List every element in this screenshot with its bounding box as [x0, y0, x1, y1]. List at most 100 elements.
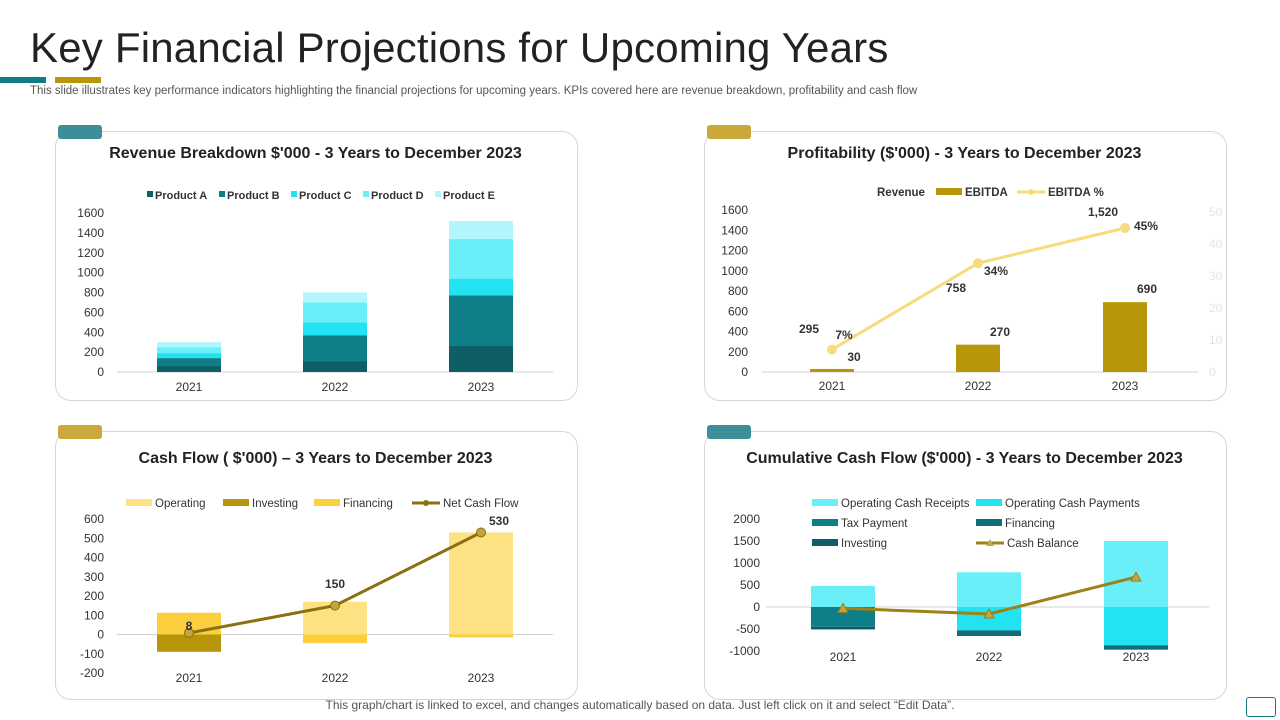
y-tick-label: 200 [728, 345, 748, 359]
line-marker [184, 627, 194, 638]
bar-segment-operating-cash-receipts [811, 585, 875, 607]
legend-label: EBITDA % [1048, 187, 1104, 199]
revenue-breakdown-chart: Revenue Breakdown $'000 - 3 Years to Dec… [77, 145, 553, 394]
page-title: Key Financial Projections for Upcoming Y… [30, 24, 889, 71]
legend-label: EBITDA [965, 187, 1008, 199]
x-tick-label: 2023 [1112, 379, 1139, 393]
y2-tick-label: 10 [1209, 333, 1223, 347]
x-tick-label: 2021 [176, 380, 203, 394]
bar-segment-product-e [157, 342, 221, 348]
legend-swatch [435, 191, 441, 197]
legend-label: Cash Balance [1007, 538, 1079, 550]
data-label-ebitda: 690 [1137, 282, 1157, 296]
data-label-ebitda: 270 [990, 325, 1010, 339]
y-tick-label: -1000 [729, 644, 760, 658]
y-tick-label: 400 [728, 325, 748, 339]
profitability-card-tab [707, 125, 751, 139]
page-subtitle: This slide illustrates key performance i… [30, 85, 918, 97]
cumulative-card-tab [707, 425, 751, 439]
y-tick-label: -100 [80, 647, 104, 661]
legend-label: Operating [155, 498, 206, 510]
x-tick-label: 2022 [322, 380, 349, 394]
legend-label: Revenue [877, 187, 925, 199]
y-tick-label: 1000 [721, 264, 748, 278]
y-tick-label: 1000 [733, 556, 760, 570]
legend-swatch [976, 499, 1002, 506]
line-marker [1130, 571, 1142, 582]
y-tick-label: 100 [84, 608, 104, 622]
y-tick-label: 800 [728, 284, 748, 298]
y-tick-label: 600 [728, 304, 748, 318]
x-tick-label: 2022 [322, 671, 349, 685]
bar-segment-product-e [449, 220, 513, 239]
legend-swatch [314, 499, 340, 506]
line-marker [330, 600, 340, 611]
legend-swatch [126, 499, 152, 506]
legend-label: Product B [227, 190, 280, 202]
legend-label: Operating Cash Payments [1005, 498, 1140, 510]
legend-label: Financing [343, 498, 393, 510]
legend-label: Product C [299, 190, 352, 202]
line-marker [827, 344, 837, 355]
legend-label: Product E [443, 190, 495, 202]
bar-segment-operating-cash-receipts [957, 572, 1021, 607]
data-label-net-cash-flow: 8 [186, 619, 193, 633]
title-accent-gold [55, 77, 101, 83]
y-tick-label: 0 [97, 628, 104, 642]
y2-tick-label: 50 [1209, 205, 1223, 219]
y-tick-label: 600 [84, 305, 104, 319]
chart-title: Profitability ($'000) - 3 Years to Decem… [788, 145, 1142, 162]
legend-label: Tax Payment [841, 518, 908, 530]
legend-label: Investing [252, 498, 298, 510]
bar-segment-product-a [449, 345, 513, 372]
y-tick-label: 200 [84, 345, 104, 359]
bar-segment-product-d [303, 302, 367, 323]
y-tick-label: 0 [97, 365, 104, 379]
y-tick-label: 1000 [77, 266, 104, 280]
bar-segment-ebitda [956, 344, 1000, 372]
legend-swatch [223, 499, 249, 506]
bar-segment-tax-payment [811, 607, 875, 627]
y-tick-label: 400 [84, 551, 104, 565]
bar-segment-product-e [303, 292, 367, 303]
chart-title: Cumulative Cash Flow ($'000) - 3 Years t… [746, 450, 1183, 467]
x-tick-label: 2023 [468, 380, 495, 394]
y-tick-label: -500 [736, 622, 760, 636]
x-tick-label: 2023 [468, 671, 495, 685]
x-tick-label: 2021 [819, 379, 846, 393]
data-label-revenue: 758 [946, 281, 966, 295]
corner-box [1246, 697, 1276, 717]
bar-segment-product-b [157, 358, 221, 367]
data-label-net-cash-flow: 150 [325, 577, 345, 591]
bar-segment-investing [157, 634, 221, 652]
y-tick-label: 1400 [721, 223, 748, 237]
legend-swatch [363, 191, 369, 197]
legend-swatch [976, 519, 1002, 526]
legend-label: Investing [841, 538, 887, 550]
bar-segment-ebitda [810, 368, 854, 372]
y-tick-label: 1600 [721, 203, 748, 217]
chart-title: Revenue Breakdown $'000 - 3 Years to Dec… [109, 145, 522, 162]
data-label-net-cash-flow: 530 [489, 514, 509, 528]
y-tick-label: 0 [753, 600, 760, 614]
cash-flow-chart: Cash Flow ( $'000) – 3 Years to December… [80, 450, 553, 685]
cumulative-cash-flow-chart: Cumulative Cash Flow ($'000) - 3 Years t… [729, 450, 1209, 664]
y2-tick-label: 20 [1209, 301, 1223, 315]
bar-segment-investing [811, 626, 875, 630]
line-marker [476, 527, 486, 538]
y-tick-label: 600 [84, 512, 104, 526]
y2-tick-label: 30 [1209, 269, 1223, 283]
legend-label: Product D [371, 190, 424, 202]
y-tick-label: 800 [84, 286, 104, 300]
bar-segment-product-b [449, 295, 513, 346]
bar-segment-financing [957, 630, 1021, 637]
bar-segment-product-a [303, 361, 367, 372]
bar-segment-operating [449, 532, 513, 635]
y2-tick-label: 0 [1209, 365, 1216, 379]
bar-segment-operating-cash-payments [1104, 607, 1168, 646]
y-tick-label: 400 [84, 325, 104, 339]
data-label-revenue: 1,520 [1088, 205, 1118, 219]
y-tick-label: 200 [84, 589, 104, 603]
data-label-ebitda-pct: 7% [835, 328, 853, 342]
y-tick-label: 1200 [77, 246, 104, 260]
